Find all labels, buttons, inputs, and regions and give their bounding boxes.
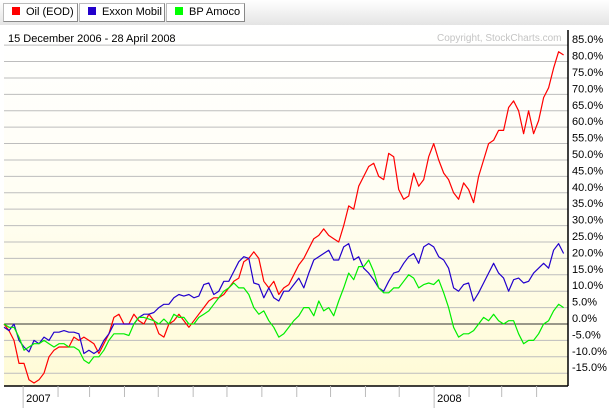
y-tick-label: 80.0% [572, 51, 603, 63]
copyright: Copyright, StockCharts.com [437, 33, 562, 44]
legend-tab-bp[interactable]: BP Amoco [166, 3, 245, 22]
y-tick-label: 20.0% [572, 247, 603, 259]
y-tick-label: 70.0% [572, 83, 603, 95]
y-tick-label: -15.0% [572, 362, 607, 374]
oil-swatch-icon [12, 7, 20, 15]
y-tick-label: 0.0% [572, 313, 597, 325]
y-tick-label: 10.0% [572, 280, 603, 292]
series-line-exxon-mobil [3, 243, 565, 355]
y-tick-label: 35.0% [572, 198, 603, 210]
date-range: 15 December 2006 - 28 April 2008 [8, 33, 176, 45]
legend-tab-exxon[interactable]: Exxon Mobil [79, 3, 165, 22]
y-tick-label: 50.0% [572, 149, 603, 161]
y-tick-label: 60.0% [572, 116, 603, 128]
y-tick-label: 45.0% [572, 165, 603, 177]
y-tick-label: -5.0% [572, 329, 601, 341]
exxon-swatch-icon [88, 7, 96, 15]
bp-swatch-icon [175, 7, 183, 15]
legend-label: Exxon Mobil [102, 6, 162, 18]
plot-area [4, 30, 568, 386]
legend-tab-oil[interactable]: Oil (EOD) [3, 3, 78, 22]
y-tick-label: 5.0% [572, 297, 597, 309]
y-tick-label: 85.0% [572, 34, 603, 46]
legend-label: BP Amoco [189, 6, 241, 18]
y-tick-label: 40.0% [572, 182, 603, 194]
y-tick-label: 65.0% [572, 100, 603, 112]
legend-label: Oil (EOD) [26, 6, 74, 18]
y-tick-label: -10.0% [572, 346, 607, 358]
series-line-oil-eod [3, 51, 564, 384]
series-line-bp-amoco [3, 259, 564, 364]
x-tick-label: 2008 [437, 393, 461, 405]
y-tick-label: 55.0% [572, 133, 603, 145]
y-tick-label: 15.0% [572, 264, 603, 276]
y-tick-label: 25.0% [572, 231, 603, 243]
legend-bar: Oil (EOD) Exxon Mobil BP Amoco [0, 0, 609, 25]
x-tick-label: 2007 [26, 393, 50, 405]
y-tick-label: 30.0% [572, 215, 603, 227]
y-tick-label: 75.0% [572, 67, 603, 79]
